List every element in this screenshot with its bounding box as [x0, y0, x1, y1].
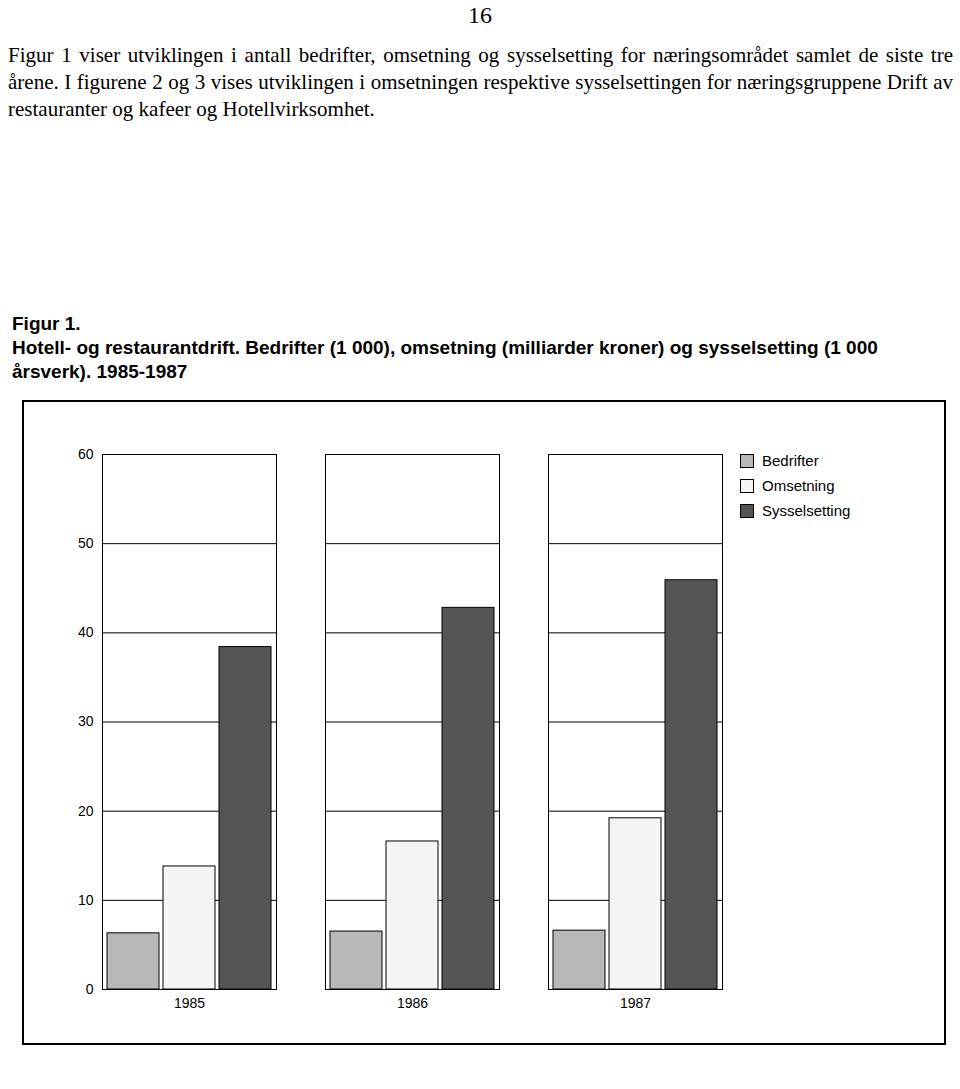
html-text:Hotell- og restaurantdrift. Be: Hotell- og restaurantdrift. Bedrifter (1… — [12, 337, 878, 382]
svg-text:1986: 1986 — [397, 995, 428, 1011]
html-text:Figur 1 viser utviklingen i an: Figur 1 viser utviklingen i antall bedri… — [8, 43, 953, 121]
svg-text:10: 10 — [78, 892, 94, 908]
svg-text:1985: 1985 — [174, 995, 205, 1011]
html-text:16: 16 — [468, 2, 492, 28]
svg-text:1987: 1987 — [620, 995, 651, 1011]
svg-text:30: 30 — [78, 713, 94, 729]
svg-text:20: 20 — [78, 803, 94, 819]
svg-text:60: 60 — [78, 446, 94, 462]
html-text:Figur 1.: Figur 1. — [12, 313, 81, 334]
svg-text:50: 50 — [78, 535, 94, 551]
svg-text:0: 0 — [86, 981, 94, 997]
html-text:Bedrifter: Bedrifter — [762, 452, 819, 469]
svg-text:40: 40 — [78, 624, 94, 640]
html-text:Omsetning: Omsetning — [762, 477, 835, 494]
html-text:Sysselsetting: Sysselsetting — [762, 502, 851, 519]
